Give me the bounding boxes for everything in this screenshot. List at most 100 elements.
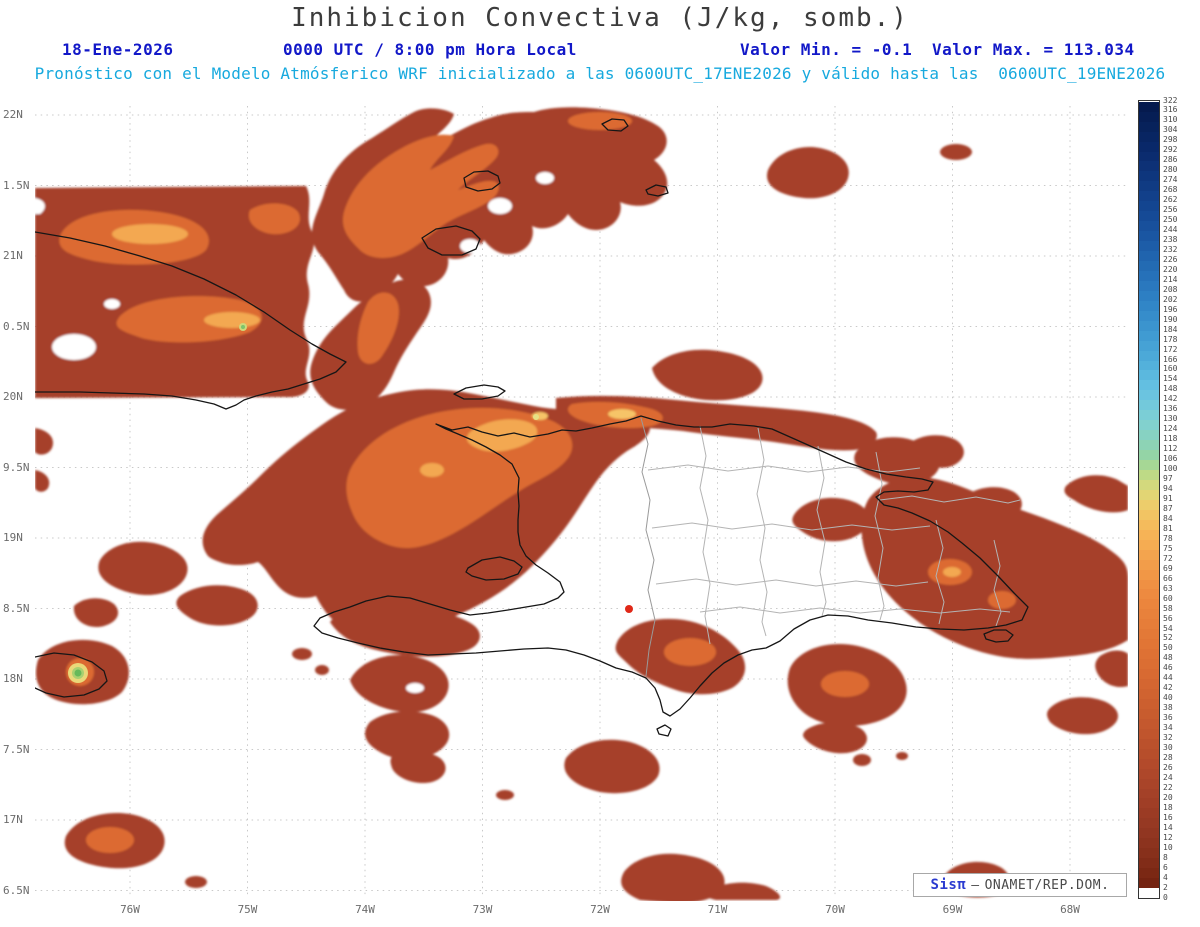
colorbar-tick-label: 196 bbox=[1163, 304, 1178, 314]
credit-org: ONAMET/REP.DOM. bbox=[984, 877, 1110, 893]
colorbar-segment bbox=[1139, 718, 1159, 729]
colorbar-tick-label: 50 bbox=[1163, 643, 1173, 653]
credit-box: Sisπ – ONAMET/REP.DOM. bbox=[913, 873, 1127, 897]
colorbar-segment bbox=[1139, 788, 1159, 799]
colorbar-segment bbox=[1139, 688, 1159, 699]
colorbar-tick-label: 63 bbox=[1163, 583, 1173, 593]
colorbar-segment bbox=[1139, 858, 1159, 869]
colorbar-tick-label: 112 bbox=[1163, 444, 1178, 454]
colorbar-segment bbox=[1139, 320, 1159, 331]
lon-tick-label: 73W bbox=[472, 903, 493, 916]
colorbar-segment bbox=[1139, 360, 1159, 371]
colorbar-segment bbox=[1139, 768, 1159, 779]
colorbar-tick-label: 106 bbox=[1163, 454, 1178, 464]
lat-tick-label: 7.5N bbox=[3, 742, 30, 756]
colorbar-segment bbox=[1139, 499, 1159, 510]
colorbar-tick-label: 2 bbox=[1163, 882, 1168, 892]
colorbar-segment bbox=[1139, 400, 1159, 411]
valid-time-label: 0000 UTC / 8:00 pm Hora Local bbox=[283, 40, 577, 59]
colorbar-segment bbox=[1139, 479, 1159, 490]
colorbar-segment bbox=[1139, 141, 1159, 152]
lat-tick-label: 19N bbox=[3, 531, 23, 544]
colorbar-tick-label: 42 bbox=[1163, 683, 1173, 693]
colorbar-segment bbox=[1139, 310, 1159, 321]
lon-tick-label: 74W bbox=[355, 903, 375, 916]
lon-tick-label: 75W bbox=[237, 903, 258, 916]
valid-date-label: 18-Ene-2026 bbox=[62, 40, 174, 59]
colorbar-segment bbox=[1139, 340, 1159, 351]
colorbar-tick-label: 220 bbox=[1163, 264, 1178, 274]
colorbar-tick-label: 18 bbox=[1163, 802, 1173, 812]
lat-tick-label: 18N bbox=[3, 672, 23, 685]
colorbar-segment bbox=[1139, 270, 1159, 281]
colorbar-tick-label: 154 bbox=[1163, 374, 1178, 384]
colorbar-segment bbox=[1139, 728, 1159, 739]
lat-tick-label: 22N bbox=[3, 108, 23, 121]
sispi-logo: Sisπ bbox=[930, 877, 967, 893]
colorbar-tick-label: 244 bbox=[1163, 225, 1178, 234]
colorbar-tick-label: 26 bbox=[1163, 762, 1173, 772]
colorbar-segment bbox=[1139, 579, 1159, 590]
colorbar-segment bbox=[1139, 161, 1159, 172]
colorbar-tick-label: 72 bbox=[1163, 553, 1173, 563]
cin-field-layer bbox=[35, 107, 1128, 901]
page-title: Inhibicion Convectiva (J/kg, somb.) bbox=[291, 3, 909, 33]
colorbar-tick-label: 87 bbox=[1163, 503, 1173, 513]
colorbar-tick-label: 56 bbox=[1163, 613, 1173, 623]
colorbar-segment bbox=[1139, 569, 1159, 580]
colorbar-tick-label: 22 bbox=[1163, 782, 1173, 792]
colorbar bbox=[1138, 100, 1160, 899]
forecast-description: Pronóstico con el Modelo Atmósferico WRF… bbox=[34, 64, 1166, 83]
colorbar-segment bbox=[1139, 748, 1159, 759]
min-value-label: Valor Min. = -0.1 bbox=[740, 40, 913, 59]
colorbar-segment bbox=[1139, 151, 1159, 162]
colorbar-segment bbox=[1139, 559, 1159, 570]
colorbar-segment bbox=[1139, 669, 1159, 680]
colorbar-segment bbox=[1139, 738, 1159, 749]
colorbar-segment bbox=[1139, 111, 1159, 122]
colorbar-segment bbox=[1139, 450, 1159, 461]
colorbar-tick-label: 78 bbox=[1163, 533, 1173, 543]
colorbar-segment bbox=[1139, 241, 1159, 252]
colorbar-tick-label: 136 bbox=[1163, 404, 1178, 414]
colorbar-segment bbox=[1139, 489, 1159, 500]
colorbar-tick-label: 97 bbox=[1163, 474, 1173, 484]
colorbar-segment bbox=[1139, 698, 1159, 709]
colorbar-segment bbox=[1139, 659, 1159, 670]
colorbar-segment bbox=[1139, 350, 1159, 361]
colorbar-tick-label: 4 bbox=[1163, 872, 1168, 882]
colorbar-segment bbox=[1139, 430, 1159, 441]
colorbar-tick-label: 316 bbox=[1163, 105, 1178, 115]
colorbar-segment bbox=[1139, 181, 1159, 192]
colorbar-tick-label: 20 bbox=[1163, 792, 1173, 802]
credit-dash: – bbox=[971, 877, 980, 893]
colorbar-tick-label: 81 bbox=[1163, 523, 1173, 533]
colorbar-tick-label: 0 bbox=[1163, 892, 1168, 902]
colorbar-tick-label: 28 bbox=[1163, 753, 1173, 763]
colorbar-segment bbox=[1139, 121, 1159, 132]
colorbar-tick-label: 274 bbox=[1163, 175, 1178, 185]
colorbar-tick-label: 36 bbox=[1163, 713, 1173, 723]
colorbar-segment bbox=[1139, 370, 1159, 381]
lon-tick-label: 70W bbox=[825, 903, 845, 916]
colorbar-segment bbox=[1139, 390, 1159, 401]
colorbar-tick-label: 226 bbox=[1163, 254, 1178, 264]
colorbar-tick-label: 148 bbox=[1163, 384, 1178, 394]
colorbar-tick-label: 38 bbox=[1163, 703, 1173, 713]
colorbar-tick-label: 48 bbox=[1163, 653, 1173, 663]
colorbar-tick-label: 172 bbox=[1163, 344, 1178, 354]
colorbar-tick-label: 44 bbox=[1163, 673, 1173, 683]
colorbar-segment bbox=[1139, 818, 1159, 829]
lon-tick-label: 76W bbox=[120, 903, 140, 916]
colorbar-segment bbox=[1139, 758, 1159, 769]
colorbar-tick-label: 16 bbox=[1163, 812, 1173, 822]
colorbar-tick-label: 32 bbox=[1163, 733, 1173, 743]
colorbar-tick-label: 268 bbox=[1163, 185, 1178, 195]
colorbar-segment bbox=[1139, 848, 1159, 859]
colorbar-segment bbox=[1139, 221, 1159, 232]
colorbar-segment bbox=[1139, 589, 1159, 600]
lon-tick-label: 72W bbox=[590, 903, 610, 916]
colorbar-segment bbox=[1139, 609, 1159, 620]
colorbar-tick-label: 124 bbox=[1163, 424, 1178, 434]
